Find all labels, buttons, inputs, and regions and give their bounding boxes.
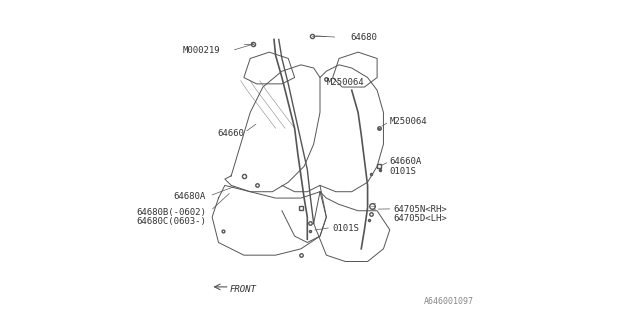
Text: FRONT: FRONT <box>230 285 257 294</box>
Text: 64660A: 64660A <box>390 157 422 166</box>
Text: 64705D<LH>: 64705D<LH> <box>393 214 447 223</box>
Text: 64705N<RH>: 64705N<RH> <box>393 205 447 214</box>
Text: M000219: M000219 <box>182 46 220 55</box>
Text: 64680A: 64680A <box>173 192 206 201</box>
Text: M250064: M250064 <box>326 78 364 87</box>
Text: 0101S: 0101S <box>390 167 417 176</box>
Text: 64680C(0603-): 64680C(0603-) <box>136 217 206 226</box>
Text: 64660: 64660 <box>217 129 244 138</box>
Text: M250064: M250064 <box>390 117 428 126</box>
Text: 0101S: 0101S <box>333 224 360 233</box>
Text: 64680: 64680 <box>350 33 377 42</box>
Text: 64680B(-0602): 64680B(-0602) <box>136 208 206 217</box>
Text: A646001097: A646001097 <box>424 297 474 306</box>
